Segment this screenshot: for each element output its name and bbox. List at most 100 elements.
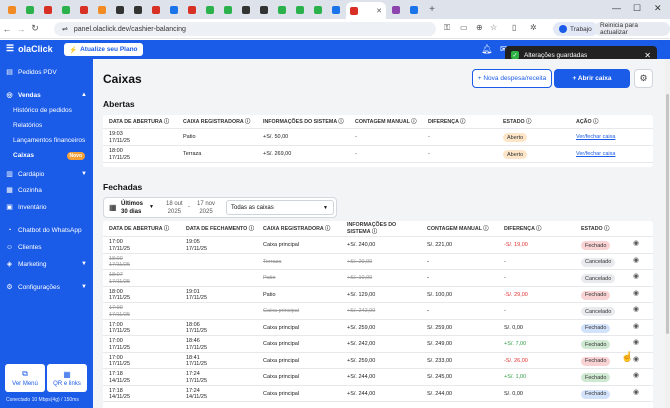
sidebar-item-marketing[interactable]: ◈ Marketing ▼	[5, 258, 89, 270]
browser-tab[interactable]	[388, 2, 404, 17]
browser-tab[interactable]	[256, 2, 272, 17]
sidebar-sub-lancamentos[interactable]: Lançamentos financeiros	[13, 137, 86, 144]
reload-icon[interactable]: ↻	[31, 23, 39, 33]
window-close-icon[interactable]: ✕	[654, 3, 662, 13]
browser-tab[interactable]	[406, 2, 422, 17]
sidebar-item-whatsapp[interactable]: ◔ Chatbot do WhatsApp	[5, 224, 89, 236]
restart-update-button[interactable]: Reinicia para actualizar	[594, 22, 670, 36]
open-cashier-button[interactable]: + Abrir caixa	[554, 69, 630, 88]
cell-sistema: +S/. 10,00	[347, 275, 373, 281]
sidebar-item-cozinha[interactable]: ▦ Cozinha	[5, 184, 89, 196]
table-row: 18:00 17/11/25 Terraza +S/. 20,00 - - Cancelad…	[103, 254, 653, 270]
browser-tab[interactable]	[112, 2, 128, 17]
date-filter[interactable]: ▦ Últimos 30 dias ▼ 18 out 2025 - 17 nov 20…	[103, 197, 337, 218]
forward-icon[interactable]: →	[16, 23, 26, 34]
sidebar-item-clientes[interactable]: ☺ Clientes	[5, 241, 89, 253]
browser-tab-active[interactable]: ✕	[346, 2, 386, 19]
date-text: 17/11/25	[109, 361, 131, 367]
status-badge: Fechado	[581, 373, 611, 382]
eye-icon[interactable]: ◉	[633, 273, 640, 280]
sidebar-sub-historico[interactable]: Histórico de pedidos	[13, 107, 72, 114]
browser-tab[interactable]	[76, 2, 92, 17]
eye-icon[interactable]: ◉	[633, 289, 640, 297]
mail-icon[interactable]: ✉	[500, 44, 508, 54]
sidebar-item-inventario[interactable]: ▣ Inventário	[5, 201, 89, 213]
qr-icon: ▦	[63, 369, 71, 379]
browser-tab[interactable]	[328, 2, 344, 17]
browser-tab[interactable]	[4, 2, 20, 17]
sidebar: ▤ Pedidos PDV ◎ Vendas ▲ Histórico de pedid…	[0, 59, 93, 408]
scrollbar[interactable]	[665, 59, 670, 408]
scrollbar-thumb[interactable]	[666, 94, 669, 334]
browser-tab[interactable]	[130, 2, 146, 17]
sidebar-item-label: Cozinha	[18, 186, 42, 194]
minimize-icon[interactable]: —	[612, 3, 621, 13]
ver-menu-button[interactable]: ⧉ Ver Menú	[5, 364, 45, 392]
browser-tab[interactable]	[202, 2, 218, 17]
url-field[interactable]: ⇌ panel.olaclick.dev/cashier-balancing	[54, 22, 436, 36]
new-expense-button[interactable]: + Nova despesa/receita	[472, 69, 552, 88]
eye-icon[interactable]: ◉	[633, 240, 640, 247]
zoom-icon[interactable]: ⊕	[476, 23, 483, 32]
maximize-icon[interactable]: ☐	[633, 3, 642, 13]
browser-tab[interactable]	[22, 2, 38, 17]
app-logo[interactable]: ☰ olaClick	[6, 43, 53, 54]
eye-icon[interactable]: ◉	[633, 256, 640, 264]
date-separator: -	[188, 204, 190, 210]
browser-tab[interactable]	[184, 2, 200, 17]
gear-icon[interactable]: ⚙	[634, 69, 653, 88]
column-header: DATA DE FECHAMENTO ⓘ	[186, 226, 255, 232]
sidebar-item-pedidos-pdv[interactable]: ▤ Pedidos PDV	[5, 66, 89, 78]
browser-tab[interactable]	[310, 2, 326, 17]
browser-tab[interactable]	[94, 2, 110, 17]
view-close-cashier-link[interactable]: Ver/fechar caixa	[576, 134, 616, 140]
time-text: 17:18	[109, 387, 123, 394]
hamburger-icon[interactable]: ☰	[6, 43, 15, 53]
new-tab-icon[interactable]: +	[429, 4, 435, 15]
browser-tab[interactable]	[166, 2, 182, 17]
eye-icon[interactable]: ◉	[633, 388, 640, 396]
cashier-select[interactable]: Todas as caixas ▼	[226, 200, 334, 215]
sidebar-sub-caixas[interactable]: Caixas Novo	[13, 150, 87, 161]
cell-sistema: +S/. 259,00	[347, 357, 376, 364]
upgrade-plan-button[interactable]: ⚡ Atualize seu Plano	[64, 43, 143, 56]
eye-icon[interactable]: ◉	[633, 339, 640, 346]
date-text: 17/11/25	[186, 377, 208, 384]
qr-links-button[interactable]: ▦ QR e links	[47, 364, 87, 392]
profile-chip[interactable]: Trabajo	[553, 22, 598, 36]
sidebar-item-cardapio[interactable]: ▥ Cardápio ▼	[5, 168, 89, 180]
cast-icon[interactable]: ▭	[460, 23, 468, 32]
eye-icon[interactable]: ◉	[633, 322, 640, 330]
bell-icon[interactable]: 🔔︎	[481, 44, 493, 54]
sidebar-sub-relatorios[interactable]: Relatórios	[13, 122, 43, 129]
browser-tab[interactable]	[292, 2, 308, 17]
browser-tab[interactable]	[274, 2, 290, 17]
close-date: 17:24 14/11/25	[186, 388, 207, 401]
browser-tab[interactable]	[58, 2, 74, 17]
site-info-icon[interactable]: ⇌	[62, 26, 68, 33]
cell-sistema: +S/. 20,00	[347, 258, 373, 265]
range-preset[interactable]: Últimos 30 dias	[121, 200, 143, 216]
browser-tab[interactable]	[40, 2, 56, 17]
browser-tab[interactable]	[238, 2, 254, 17]
sidebar-panel-icon[interactable]: ▯	[512, 23, 517, 32]
extensions-icon[interactable]: ✲	[530, 23, 537, 32]
eye-icon[interactable]: ◉	[633, 355, 640, 363]
eye-icon[interactable]: ◉	[633, 372, 640, 379]
eye-icon[interactable]: ◉	[633, 306, 640, 313]
date-text: 17/11/25	[186, 344, 208, 351]
sidebar-item-configuracoes[interactable]: ⚙ Configurações ▼	[5, 281, 89, 293]
column-header: DIFERENÇA ⓘ	[504, 226, 542, 232]
close-icon[interactable]: ✕	[376, 7, 382, 15]
sidebar-item-vendas[interactable]: ◎ Vendas ▲	[5, 89, 89, 101]
browser-tab[interactable]	[148, 2, 164, 17]
date-to[interactable]: 17 nov 2025	[197, 200, 215, 216]
back-icon[interactable]: ←	[2, 23, 12, 34]
cell-sistema: +S/. 244,00	[347, 374, 376, 380]
toast-close-icon[interactable]: ✕	[644, 50, 651, 60]
date-from[interactable]: 18 out 2025	[166, 200, 183, 216]
key-icon[interactable]: ⚿	[444, 23, 451, 32]
star-icon[interactable]: ☆	[490, 23, 498, 32]
view-close-cashier-link[interactable]: Ver/fechar caixa	[576, 151, 616, 157]
browser-tab[interactable]	[220, 2, 236, 17]
